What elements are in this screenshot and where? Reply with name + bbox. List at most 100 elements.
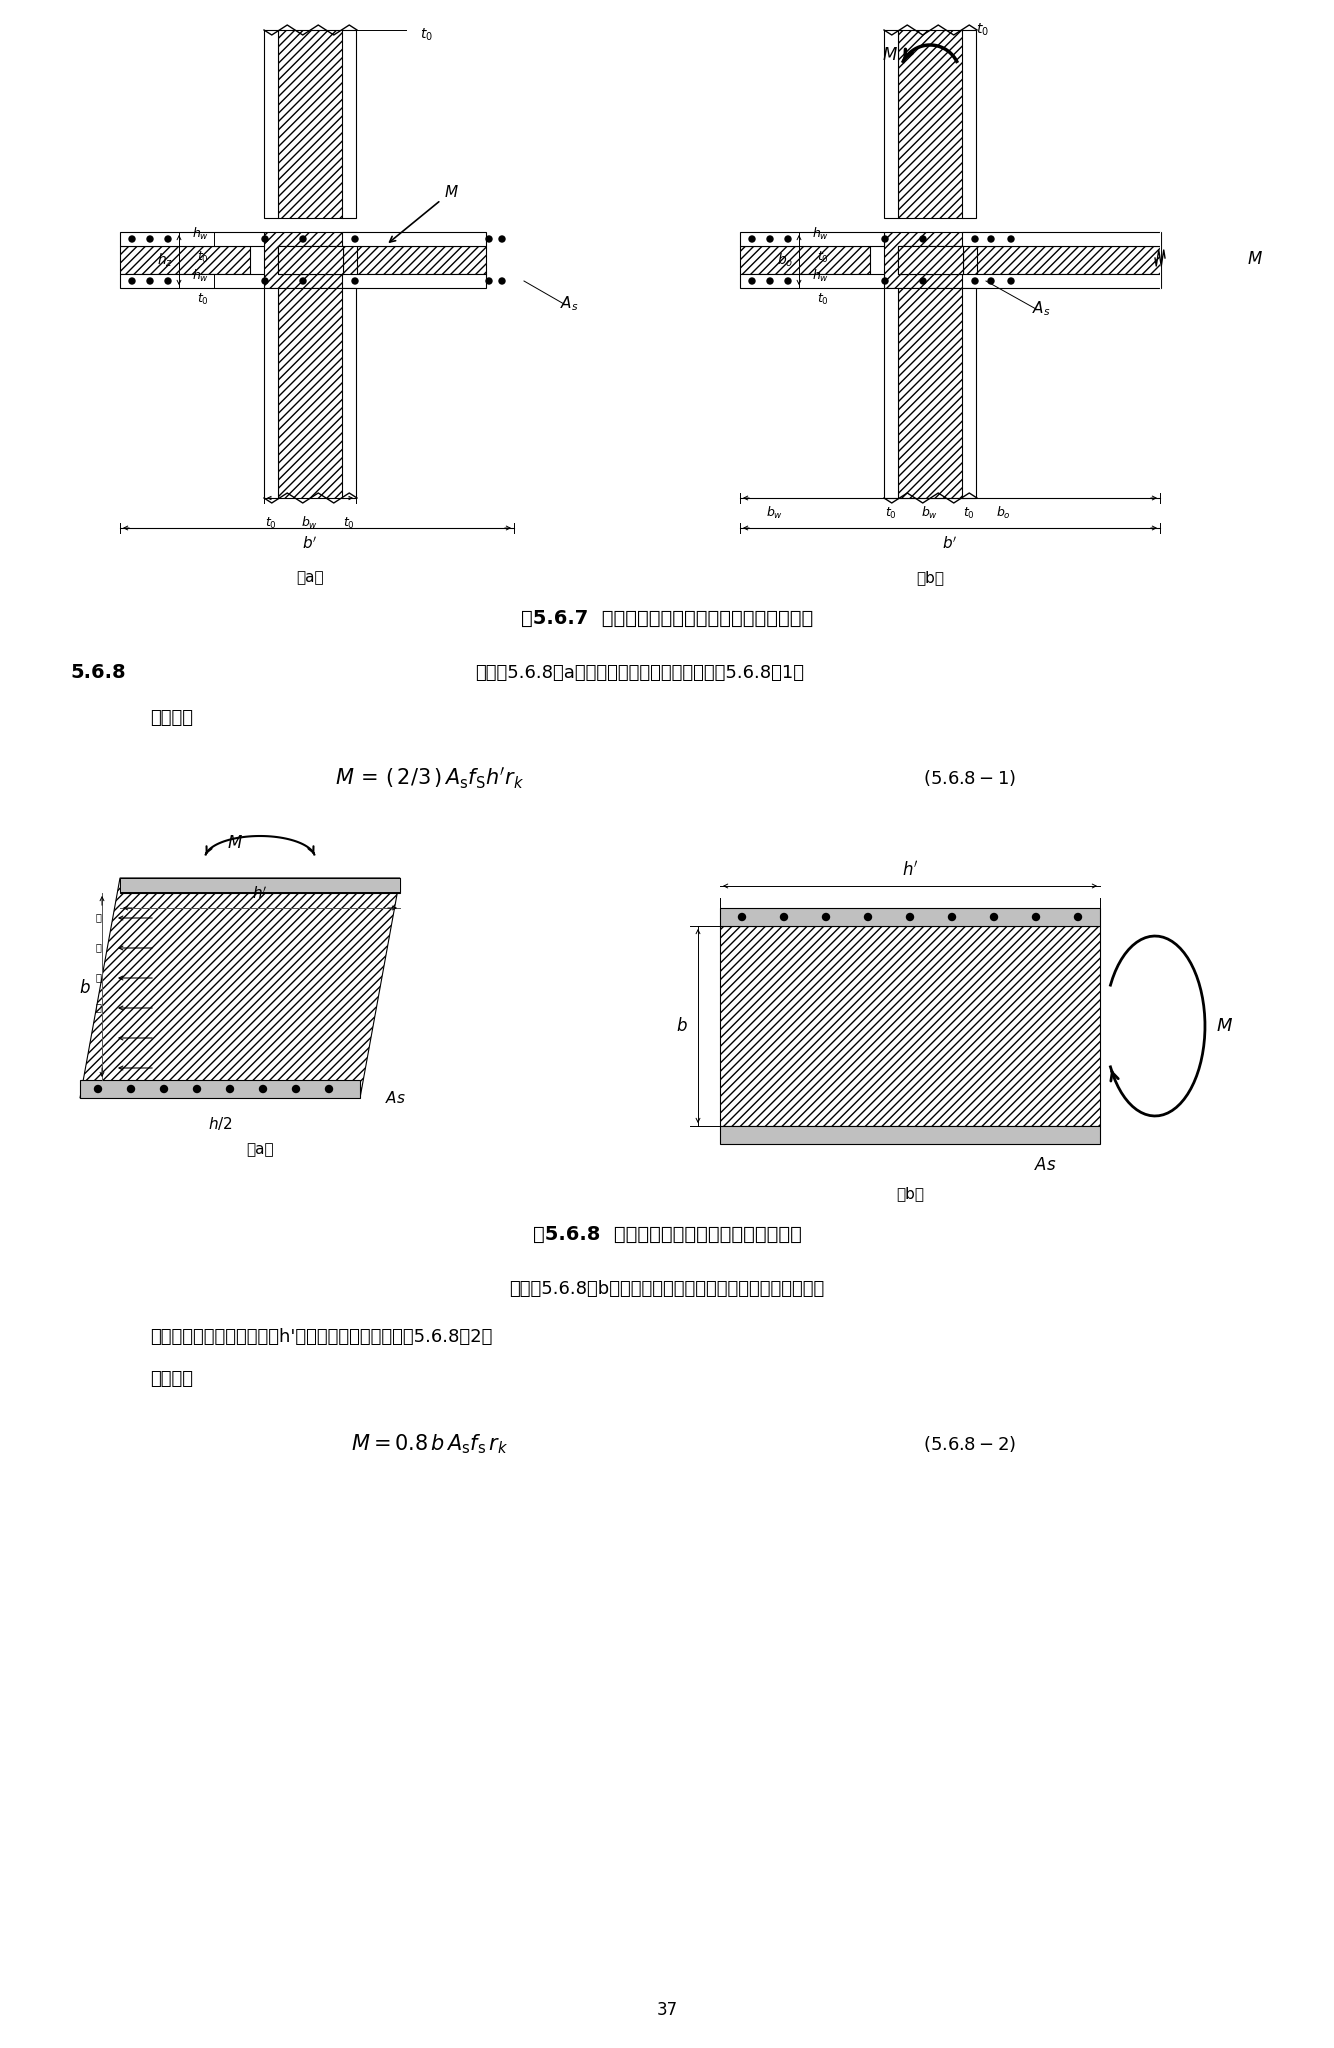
Polygon shape	[80, 879, 400, 1098]
Polygon shape	[277, 246, 343, 274]
Circle shape	[165, 236, 171, 242]
Text: （b）: （b）	[896, 1186, 924, 1202]
Circle shape	[165, 279, 171, 285]
Text: $(5.6.8-2)$: $(5.6.8-2)$	[923, 1434, 1017, 1454]
Text: 图5.6.8  水泥复合砂浆加固一字墙平面内受弯: 图5.6.8 水泥复合砂浆加固一字墙平面内受弯	[532, 1225, 802, 1243]
Text: $t_0$: $t_0$	[884, 506, 896, 520]
Text: 式进行：: 式进行：	[149, 709, 193, 727]
Circle shape	[907, 913, 914, 920]
Text: $h_w$: $h_w$	[812, 268, 828, 285]
Text: 5.6.8: 5.6.8	[69, 664, 125, 682]
Circle shape	[784, 236, 791, 242]
Polygon shape	[962, 231, 1161, 246]
Polygon shape	[962, 31, 976, 217]
Polygon shape	[356, 246, 486, 274]
Circle shape	[128, 1085, 135, 1092]
Text: $t_0$: $t_0$	[419, 27, 432, 43]
Polygon shape	[120, 274, 264, 289]
Circle shape	[227, 1085, 233, 1092]
Text: $(5.6.8-1)$: $(5.6.8-1)$	[923, 768, 1017, 788]
Polygon shape	[120, 246, 249, 274]
Circle shape	[767, 279, 772, 285]
Circle shape	[739, 913, 746, 920]
Polygon shape	[740, 231, 884, 246]
Text: $h/2$: $h/2$	[208, 1114, 232, 1130]
Text: $b'$: $b'$	[942, 537, 958, 553]
Circle shape	[882, 236, 888, 242]
Circle shape	[292, 1085, 300, 1092]
Text: （a）: （a）	[247, 1143, 273, 1157]
Text: $b$: $b$	[676, 1018, 688, 1034]
Text: $b$: $b$	[79, 979, 91, 997]
Text: $b'$: $b'$	[303, 537, 317, 553]
Circle shape	[499, 236, 506, 242]
Circle shape	[864, 913, 871, 920]
Text: ✕: ✕	[95, 973, 101, 983]
Circle shape	[1033, 913, 1039, 920]
Text: $M\,=\,\left(\,2/3\,\right)\,A_{\rm s}f_{\rm S}h'r_k$: $M\,=\,\left(\,2/3\,\right)\,A_{\rm s}f_…	[335, 766, 524, 791]
Polygon shape	[120, 231, 264, 246]
Text: $M$: $M$	[444, 184, 459, 201]
Polygon shape	[884, 31, 898, 217]
Polygon shape	[962, 289, 976, 498]
Polygon shape	[342, 31, 356, 217]
Polygon shape	[740, 246, 870, 274]
Text: $t_0$: $t_0$	[197, 291, 209, 307]
Circle shape	[352, 279, 358, 285]
Circle shape	[748, 279, 755, 285]
Circle shape	[1074, 913, 1082, 920]
Text: $t_0$: $t_0$	[197, 250, 209, 264]
Circle shape	[948, 913, 955, 920]
Text: $b_w$: $b_w$	[922, 506, 939, 520]
Circle shape	[920, 236, 926, 242]
Circle shape	[991, 913, 998, 920]
Circle shape	[882, 279, 888, 285]
Circle shape	[823, 913, 830, 920]
Text: $h'$: $h'$	[252, 885, 268, 903]
Circle shape	[147, 279, 153, 285]
Text: $A_s$: $A_s$	[560, 295, 578, 313]
Circle shape	[988, 236, 994, 242]
Text: $As$: $As$	[1034, 1157, 1057, 1174]
Text: 图5.6.7  十字形截面水泥复合砂浆－砌体组合构件: 图5.6.7 十字形截面水泥复合砂浆－砌体组合构件	[520, 608, 814, 627]
Polygon shape	[264, 231, 358, 289]
Polygon shape	[884, 231, 976, 289]
Circle shape	[300, 236, 305, 242]
Polygon shape	[80, 1079, 360, 1098]
Text: $t_0$: $t_0$	[818, 250, 828, 264]
Polygon shape	[277, 31, 343, 217]
Polygon shape	[277, 289, 343, 498]
Circle shape	[1009, 236, 1014, 242]
Circle shape	[486, 279, 492, 285]
Text: $h_w$: $h_w$	[192, 268, 209, 285]
Circle shape	[972, 279, 978, 285]
Polygon shape	[740, 274, 884, 289]
Circle shape	[486, 236, 492, 242]
Text: $As$: $As$	[384, 1090, 406, 1106]
Circle shape	[767, 236, 772, 242]
Circle shape	[193, 1085, 200, 1092]
Polygon shape	[342, 289, 356, 498]
Text: $t_0$: $t_0$	[818, 291, 828, 307]
Text: $t_0$: $t_0$	[976, 23, 988, 39]
Circle shape	[499, 279, 506, 285]
Text: （a）: （a）	[296, 571, 324, 586]
Polygon shape	[264, 31, 277, 217]
Text: $h_z$: $h_z$	[157, 252, 173, 268]
Circle shape	[147, 236, 153, 242]
Circle shape	[261, 236, 268, 242]
Circle shape	[160, 1085, 168, 1092]
Polygon shape	[277, 246, 343, 274]
Circle shape	[129, 279, 135, 285]
Circle shape	[920, 279, 926, 285]
Circle shape	[300, 279, 305, 285]
Circle shape	[325, 1085, 332, 1092]
Polygon shape	[342, 274, 486, 289]
Text: $t_0$: $t_0$	[343, 516, 355, 530]
Circle shape	[129, 236, 135, 242]
Circle shape	[352, 236, 358, 242]
Circle shape	[988, 279, 994, 285]
Text: 式进行：: 式进行：	[149, 1370, 193, 1389]
Text: ✕: ✕	[95, 1004, 101, 1012]
Text: ✕: ✕	[95, 913, 101, 922]
